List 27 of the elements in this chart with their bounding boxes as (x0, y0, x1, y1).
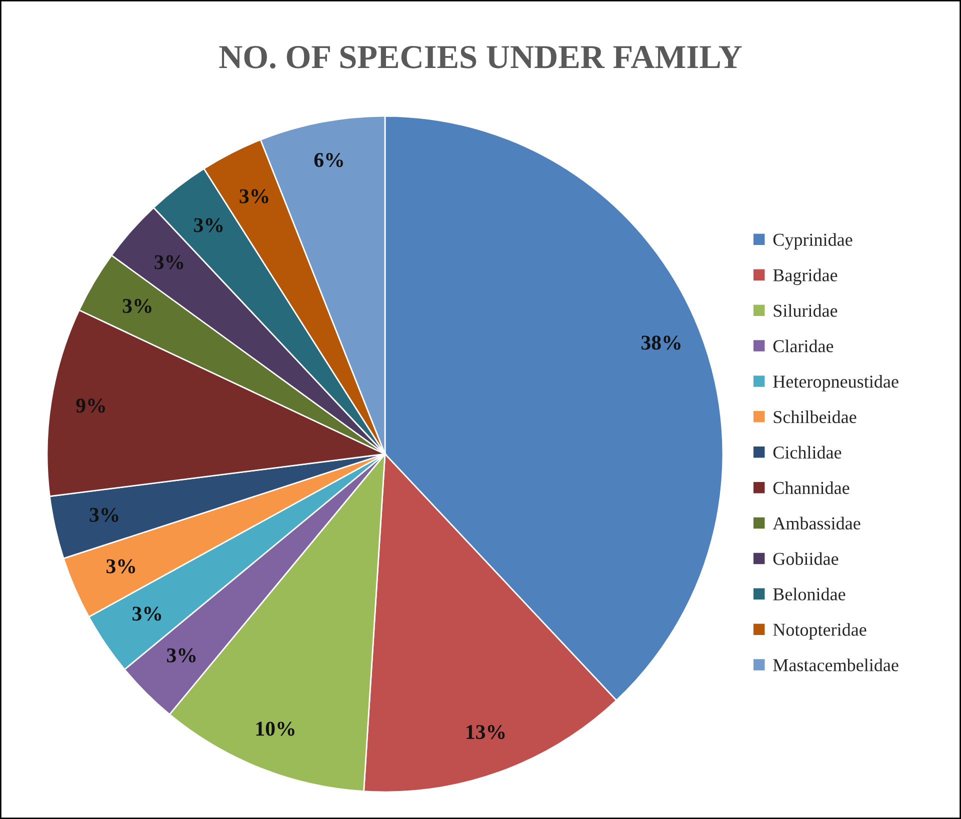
data-label: 10% (256, 722, 294, 736)
legend-label: Belonidae (773, 588, 846, 600)
data-label: 13% (466, 725, 505, 740)
data-label: 3% (167, 648, 196, 662)
data-label: 9% (76, 398, 105, 413)
legend-label: Notopteridae (773, 623, 866, 640)
legend-label: Bagridae (773, 268, 838, 286)
data-label: 3% (240, 189, 268, 204)
legend-label: Claridae (773, 340, 834, 352)
legend-label: Heteropneustidae (773, 375, 898, 392)
legend-label: Siluridae (774, 304, 838, 317)
chart-title: NO. OF SPECIES UNDER FAMILY (219, 46, 742, 68)
data-label: 3% (194, 218, 223, 232)
legend-label: Mastacembelidae (773, 658, 898, 672)
data-label: 6% (314, 152, 343, 168)
data-label: 3% (90, 508, 118, 522)
legend-label: Schilbeidae (774, 410, 856, 424)
data-label: 38% (642, 336, 680, 350)
data-label: 3% (132, 606, 162, 621)
data-label: 3% (122, 298, 152, 314)
data-label: 3% (106, 559, 135, 574)
legend-label: Cichlidae (773, 446, 842, 459)
legend-label: Cyprinidae (773, 233, 852, 250)
legend-label: Gobiidae (773, 552, 838, 565)
legend-label: Channidae (773, 481, 850, 494)
legend-label: Ambassidae (772, 516, 860, 530)
data-label: 3% (154, 255, 184, 270)
